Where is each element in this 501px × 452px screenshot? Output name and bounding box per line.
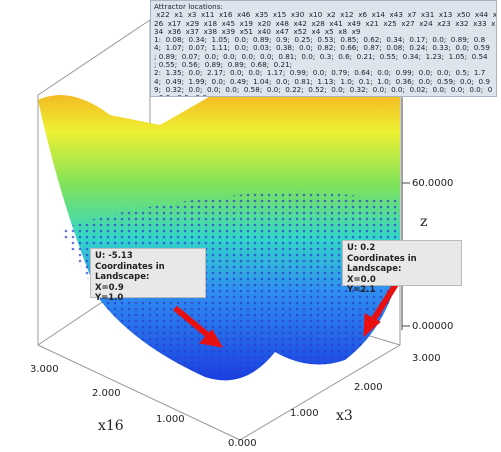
surface-dots xyxy=(60,190,400,381)
info-lines: x22 x1 x3 x11 x16 x46 x35 x15 x30 x10 x2… xyxy=(154,10,497,96)
x16-tick: 3.000 xyxy=(30,364,59,375)
tooltip-line: Y=2.1 xyxy=(347,285,376,295)
info-line: x22 x1 x3 x11 x16 x46 x35 x15 x30 x10 x2… xyxy=(154,10,497,20)
tooltip-line: U: -5.13 xyxy=(95,251,133,261)
x3-label: x3 xyxy=(336,408,353,424)
info-title: Attractor locations: xyxy=(154,2,223,11)
x16-tick: 1.000 xyxy=(156,414,185,425)
tooltip: U: -5.13 Coordinates in Landscape: X=0.9 Y=… xyxy=(90,248,206,303)
arrows xyxy=(173,282,399,348)
x16-label: x16 xyxy=(98,418,124,434)
info-line: 4; 1.07; 0.07; 1.11; 0.0; 0.03; 0.38; 0.… xyxy=(154,43,490,53)
x16-tick: 0.000 xyxy=(228,438,257,449)
tooltip-line: X=0.9 xyxy=(95,282,124,293)
x3-tick: 3.000 xyxy=(412,353,441,364)
info-line: 26 x17 x29 x18 x45 x19 x20 x48 x42 x28 x… xyxy=(154,18,496,28)
x16-tick: 2.000 xyxy=(92,388,121,399)
z-tick: 0.00000 xyxy=(412,321,453,332)
info-line: 2: 1.35; 0.0; 2.17; 0.0; 0.0; 1.17; 0.99… xyxy=(154,68,486,78)
z-tick: 60.0000 xyxy=(412,178,453,189)
info-line: 4; 0.49; 1.99; 0.0; 0.49; 1.04; 0.0; 0.8… xyxy=(154,76,490,86)
tooltip-line: Y=1.0 xyxy=(95,293,124,303)
info-line: ; 0.55; 0.56; 0.89; 0.89; 0.68; 0.21; xyxy=(154,60,293,70)
tooltip: U: 0.2 Coordinates in Landscape: X=0.0 Y=2.… xyxy=(342,240,462,295)
info-line: ; 0.89; 0.07; 0.0; 0.0; 0.0; 0.0; 0.81; … xyxy=(154,51,488,61)
info-line: 9; 0.32; 0.0; 0.0; 0.0; 0.58; 0.0; 0.22;… xyxy=(154,84,493,94)
tooltip-line: Coordinates in Landscape: xyxy=(347,253,417,275)
info-line: 34 x36 x37 x38 x39 x51 x40 x47 x52 x4 x5… xyxy=(154,26,361,36)
info-box: Attractor locations: x22 x1 x3 x11 x16 x… xyxy=(150,0,497,97)
tooltip-line: U: 0.2 xyxy=(347,243,376,253)
info-line: ; 0.0; 0.0; 0.0; xyxy=(154,93,493,96)
tooltip-line: Coordinates in Landscape: xyxy=(95,261,165,283)
info-line: 1: 0.08; 0.34; 1.05; 0.0; 0.89; 0.9; 0.2… xyxy=(154,35,486,45)
x3-tick: 2.000 xyxy=(354,382,383,393)
x3-tick: 1.000 xyxy=(290,408,319,419)
tooltip-line: X=0.0 xyxy=(347,274,376,285)
z-label: z xyxy=(420,214,427,230)
